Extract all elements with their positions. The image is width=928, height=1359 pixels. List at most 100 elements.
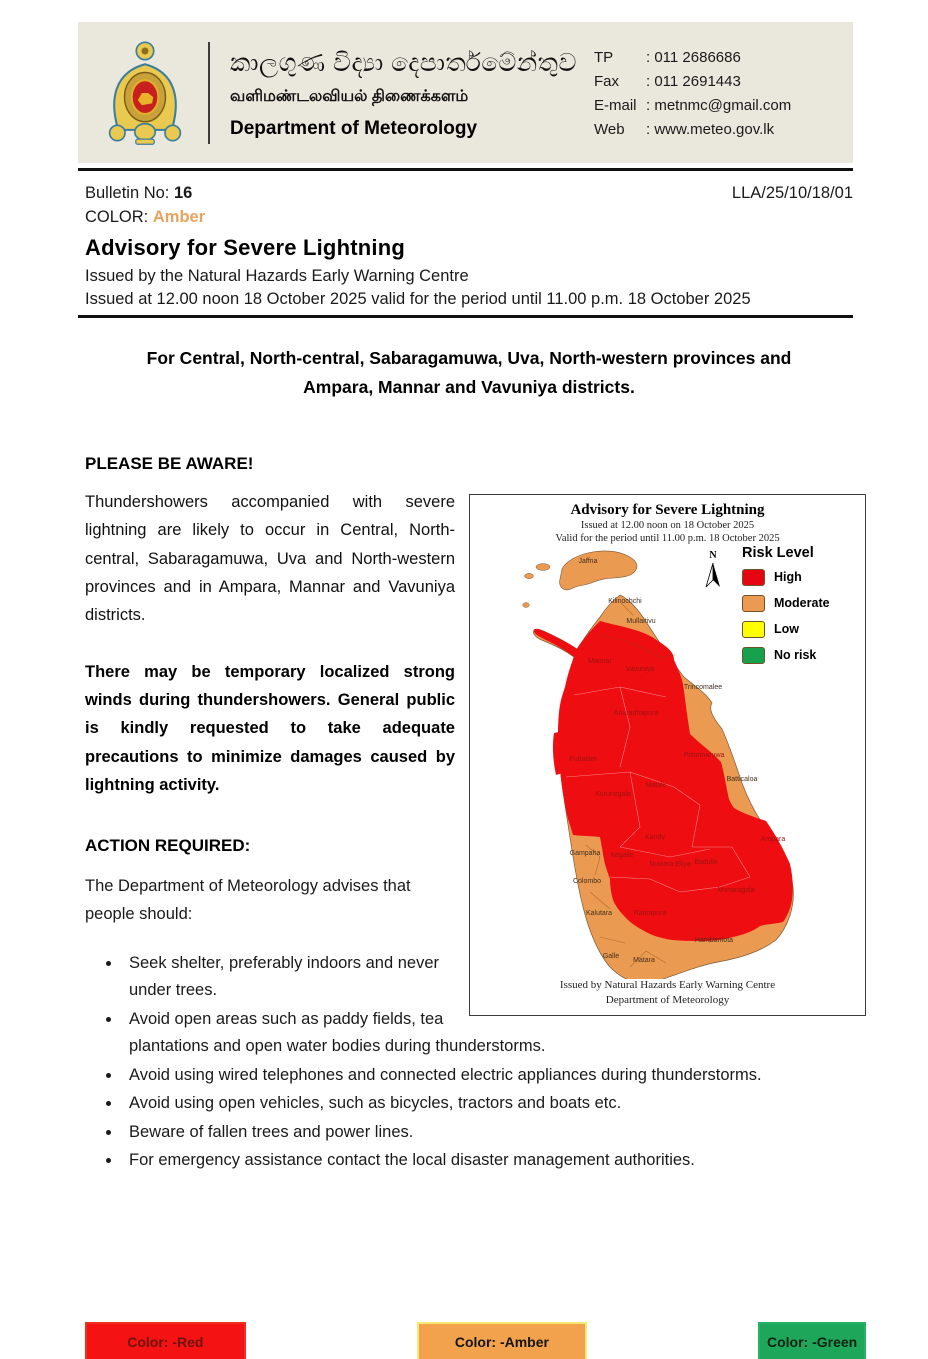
contact-list: TP : 011 2686686 Fax : 011 2691443 E-mai…	[594, 44, 839, 142]
map-footer: Issued by Natural Hazards Early Warning …	[470, 978, 865, 1008]
contact-row: Web : www.meteo.gov.lk	[594, 118, 839, 142]
org-name-tamil: வளிமண்டலவியல் திணைக்களம்	[230, 88, 469, 105]
district-label: Polonnaruwa	[684, 752, 725, 759]
status-box-line2: Threat is over	[766, 1353, 858, 1359]
status-box-line1: Color: -Amber	[454, 1333, 549, 1350]
district-label: Mannar	[588, 658, 612, 665]
contact-value: : www.meteo.gov.lk	[646, 120, 775, 138]
status-box-line1: Color: -Red	[127, 1333, 204, 1350]
district-label: Badulla	[694, 859, 717, 866]
action-bullet: Seek shelter, preferably indoors and nev…	[122, 950, 866, 1005]
aware-paragraph-2: There may be temporary localized strong …	[85, 662, 455, 795]
masthead-divider	[208, 41, 210, 144]
action-heading: ACTION REQUIRED:	[85, 835, 251, 855]
map-islet-2	[524, 573, 534, 579]
map-jaffna-peninsula	[559, 550, 638, 591]
district-label: Anuradhapura	[614, 710, 658, 717]
validity-line: Issued at 12.00 noon 18 October 2025 val…	[85, 290, 751, 308]
district-label: Mullaitivu	[626, 618, 655, 625]
risk-map-panel: Advisory for Severe Lightning Issued at …	[469, 493, 866, 1016]
page-title: Advisory for Severe Lightning	[85, 235, 405, 260]
header-rule	[78, 168, 853, 171]
letterhead: කාලගුණ විද්‍යා දෙපාර්තමේන්තුව வளிமண்டலவி…	[78, 22, 853, 163]
legend-item: No risk	[742, 646, 864, 664]
action-intro: The Department of Meteorology advises th…	[85, 876, 411, 923]
district-label: Jaffna	[579, 558, 598, 565]
legend-label: Moderate	[774, 596, 830, 611]
bulletin-reference: LLA/25/10/18/01	[731, 184, 853, 202]
organization-names: කාලගුණ විද්‍යා දෙපාර්තමේන්තුව வளிமண்டலவி…	[230, 45, 594, 140]
district-label: Galle	[603, 953, 619, 960]
district-label: Monaragala	[718, 887, 755, 894]
status-box: Color: -Red Warning (Take action)	[85, 1321, 246, 1359]
bulletin-number-label: Bulletin No:	[85, 184, 174, 202]
district-label: Kalutara	[586, 910, 612, 917]
district-label: Kurunegala	[595, 791, 631, 798]
legend-title: Risk Level	[742, 544, 814, 561]
status-box-line2: Warning (Take action)	[93, 1353, 238, 1359]
district-label: Vavuniya	[626, 666, 654, 673]
legend-swatch	[742, 594, 765, 612]
sri-lanka-emblem	[104, 38, 186, 148]
bulletin-header: Bulletin No: 16 LLA/25/10/18/01 COLOR: A…	[85, 184, 853, 309]
legend-items: High Moderate Low	[742, 568, 864, 664]
north-arrow-dark-half	[713, 563, 720, 587]
legend-swatch	[742, 568, 765, 586]
district-label: Kandy	[645, 834, 665, 841]
district-label: Kilinochchi	[608, 598, 642, 605]
map-title: Advisory for Severe Lightning	[570, 501, 765, 518]
district-label: Matara	[633, 957, 655, 964]
action-bullet: Avoid using wired telephones and connect…	[122, 1062, 866, 1090]
contact-label: E-mail	[594, 96, 637, 114]
contact-value: : metnmc@gmail.com	[646, 96, 792, 114]
contact-label: Web	[594, 120, 625, 138]
district-label: Gampaha	[570, 850, 601, 857]
map-issued-line: Issued at 12.00 noon on 18 October 2025	[580, 519, 755, 531]
aware-paragraph-1: Thundershowers accompanied with severe l…	[85, 492, 455, 625]
aware-heading: PLEASE BE AWARE!	[85, 453, 254, 473]
district-label: Kegalle	[610, 852, 633, 859]
contact-label: TP	[594, 48, 614, 66]
legend-swatch	[742, 646, 765, 664]
action-bullet: Avoid open areas such as paddy fields, t…	[122, 1006, 866, 1061]
district-label: Colombo	[573, 878, 601, 885]
action-bullet-list: Seek shelter, preferably indoors and nev…	[85, 950, 866, 1175]
emblem-graphic	[108, 40, 182, 145]
district-label: Trincomalee	[684, 684, 722, 691]
contact-row: TP : 011 2686686	[594, 46, 839, 70]
map-islet-1	[535, 563, 551, 571]
status-box: Color: -Amber Advisory (Be prepared)	[416, 1321, 588, 1359]
contact-value: : 011 2686686	[646, 48, 741, 66]
legend-item: High	[742, 568, 864, 586]
map-valid-line: Valid for the period until 11.00 p.m. 18…	[555, 532, 780, 544]
status-color-key: Color: -Red Warning (Take action) Color:…	[85, 1321, 866, 1359]
bulletin-number: Bulletin No: 16	[85, 184, 192, 203]
north-arrow	[705, 562, 714, 588]
legend-label: Low	[774, 622, 799, 637]
main-content: Advisory for Severe Lightning Issued at …	[85, 488, 866, 1176]
legend-label: No risk	[774, 648, 817, 663]
district-label: Batticaloa	[727, 776, 758, 783]
contact-value: : 011 2691443	[646, 72, 741, 90]
action-bullet: Beware of fallen trees and power lines.	[122, 1119, 866, 1147]
district-label: Nuwara Eliya	[649, 861, 690, 868]
org-name-english: Department of Meteorology	[230, 118, 478, 139]
color-label: COLOR:	[85, 208, 153, 226]
bulletin-number-value: 16	[173, 184, 193, 202]
district-borders-moderate	[585, 601, 711, 968]
map-high-risk-region	[533, 621, 793, 941]
district-label: Matale	[645, 782, 666, 789]
map-islet-3	[522, 602, 530, 608]
district-label: Hambantota	[695, 937, 733, 944]
region-statement: For Central, North-central, Sabaragamuwa…	[146, 348, 792, 397]
legend-item: Low	[742, 620, 864, 638]
north-label: N	[709, 550, 717, 561]
status-box-line2: Advisory (Be prepared)	[425, 1353, 580, 1359]
legend-swatch	[742, 620, 765, 638]
district-label: Ampara	[761, 836, 786, 843]
risk-legend: Risk Level High Moderate	[742, 545, 864, 673]
legend-item: Moderate	[742, 594, 864, 612]
action-bullet: Avoid using open vehicles, such as bicyc…	[122, 1090, 866, 1118]
sri-lanka-map: N	[522, 550, 794, 979]
